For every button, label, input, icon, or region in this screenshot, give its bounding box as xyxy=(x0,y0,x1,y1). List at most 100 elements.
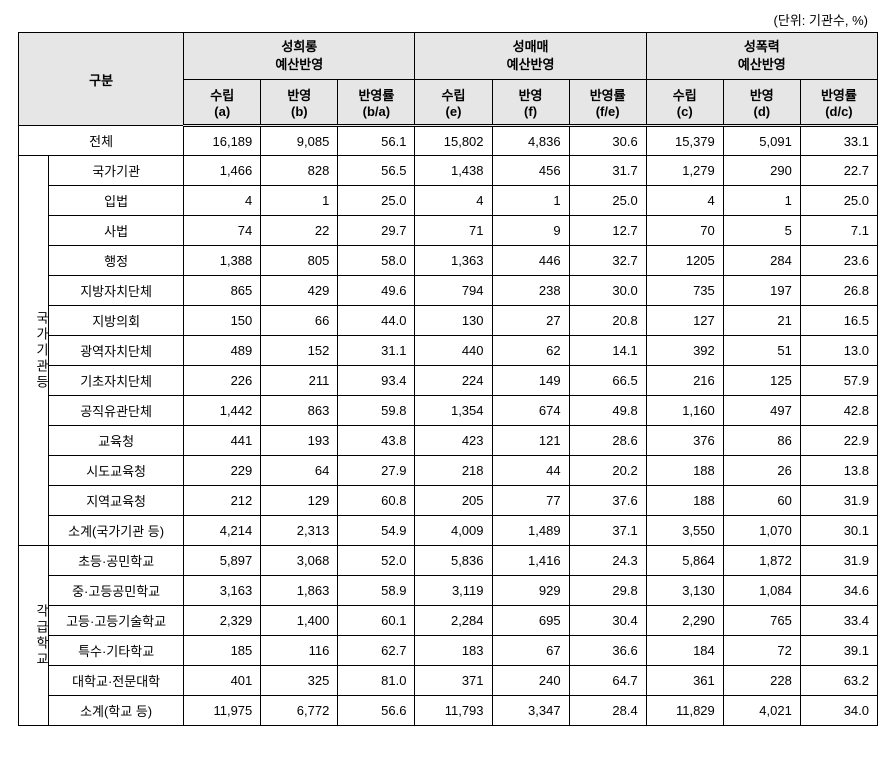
cell: 828 xyxy=(261,156,338,186)
unit-label: (단위: 기관수, %) xyxy=(10,10,886,29)
cell: 3,119 xyxy=(415,576,492,606)
table-row: 중·고등공민학교 3,163 1,863 58.9 3,119 929 29.8… xyxy=(19,576,878,606)
cell: 1,863 xyxy=(261,576,338,606)
cell: 34.0 xyxy=(800,696,877,726)
cell: 218 xyxy=(415,456,492,486)
cell: 58.9 xyxy=(338,576,415,606)
table-row: 입법 4 1 25.0 4 1 25.0 4 1 25.0 xyxy=(19,186,878,216)
row-label: 기초자치단체 xyxy=(49,366,184,396)
cell: 5,836 xyxy=(415,546,492,576)
cell: 81.0 xyxy=(338,666,415,696)
cell: 3,068 xyxy=(261,546,338,576)
cell: 37.6 xyxy=(569,486,646,516)
header-category: 구분 xyxy=(19,33,184,126)
cell: 26 xyxy=(723,456,800,486)
cell: 23.6 xyxy=(800,246,877,276)
table-row: 고등·고등기술학교 2,329 1,400 60.1 2,284 695 30.… xyxy=(19,606,878,636)
cell: 127 xyxy=(646,306,723,336)
cell: 392 xyxy=(646,336,723,366)
cell: 152 xyxy=(261,336,338,366)
cell: 229 xyxy=(184,456,261,486)
side-label-govt: 국가기관등 xyxy=(19,156,49,546)
row-label: 국가기관 xyxy=(49,156,184,186)
cell: 1,070 xyxy=(723,516,800,546)
cell: 1 xyxy=(723,186,800,216)
cell: 86 xyxy=(723,426,800,456)
cell: 49.8 xyxy=(569,396,646,426)
cell: 25.0 xyxy=(569,186,646,216)
cell: 224 xyxy=(415,366,492,396)
table-row: 특수·기타학교 185 116 62.7 183 67 36.6 184 72 … xyxy=(19,636,878,666)
cell: 423 xyxy=(415,426,492,456)
cell: 25.0 xyxy=(338,186,415,216)
cell: 184 xyxy=(646,636,723,666)
cell: 1,416 xyxy=(492,546,569,576)
row-label: 시도교육청 xyxy=(49,456,184,486)
table-row: 기초자치단체 226 211 93.4 224 149 66.5 216 125… xyxy=(19,366,878,396)
cell: 3,163 xyxy=(184,576,261,606)
cell: 929 xyxy=(492,576,569,606)
cell: 22.7 xyxy=(800,156,877,186)
cell: 12.7 xyxy=(569,216,646,246)
cell: 74 xyxy=(184,216,261,246)
cell: 57.9 xyxy=(800,366,877,396)
cell: 1,279 xyxy=(646,156,723,186)
cell: 22.9 xyxy=(800,426,877,456)
cell: 60.1 xyxy=(338,606,415,636)
cell: 60 xyxy=(723,486,800,516)
cell: 20.2 xyxy=(569,456,646,486)
cell: 29.7 xyxy=(338,216,415,246)
cell: 31.1 xyxy=(338,336,415,366)
cell: 4,214 xyxy=(184,516,261,546)
cell: 28.4 xyxy=(569,696,646,726)
cell: 11,793 xyxy=(415,696,492,726)
cell: 54.9 xyxy=(338,516,415,546)
cell: 13.0 xyxy=(800,336,877,366)
row-label: 고등·고등기술학교 xyxy=(49,606,184,636)
cell: 446 xyxy=(492,246,569,276)
cell: 5 xyxy=(723,216,800,246)
cell: 6,772 xyxy=(261,696,338,726)
subheader-c3c: 반영률(d/c) xyxy=(800,80,877,126)
subheader-c1a: 수립(a) xyxy=(184,80,261,126)
data-table: 구분 성희롱예산반영 성매매예산반영 성폭력예산반영 수립(a) 반영(b) 반… xyxy=(18,32,878,726)
row-label: 교육청 xyxy=(49,426,184,456)
cell: 72 xyxy=(723,636,800,666)
table-row: 국가기관등 국가기관 1,466 828 56.5 1,438 456 31.7… xyxy=(19,156,878,186)
cell: 30.6 xyxy=(569,126,646,156)
cell: 240 xyxy=(492,666,569,696)
cell: 1,160 xyxy=(646,396,723,426)
cell: 4,009 xyxy=(415,516,492,546)
row-label: 대학교·전문대학 xyxy=(49,666,184,696)
row-label: 행정 xyxy=(49,246,184,276)
table-row: 소계(학교 등) 11,975 6,772 56.6 11,793 3,347 … xyxy=(19,696,878,726)
cell: 62.7 xyxy=(338,636,415,666)
cell: 805 xyxy=(261,246,338,276)
cell: 2,284 xyxy=(415,606,492,636)
cell: 33.1 xyxy=(800,126,877,156)
subheader-c1c: 반영률(b/a) xyxy=(338,80,415,126)
cell: 64.7 xyxy=(569,666,646,696)
cell: 1,438 xyxy=(415,156,492,186)
cell: 20.8 xyxy=(569,306,646,336)
subheader-c2a: 수립(e) xyxy=(415,80,492,126)
cell: 765 xyxy=(723,606,800,636)
cell: 34.6 xyxy=(800,576,877,606)
cell: 30.1 xyxy=(800,516,877,546)
cell: 63.2 xyxy=(800,666,877,696)
table-row: 광역자치단체 489 152 31.1 440 62 14.1 392 51 1… xyxy=(19,336,878,366)
cell: 9,085 xyxy=(261,126,338,156)
cell: 71 xyxy=(415,216,492,246)
cell: 1,442 xyxy=(184,396,261,426)
cell: 56.5 xyxy=(338,156,415,186)
cell: 497 xyxy=(723,396,800,426)
row-label: 초등·공민학교 xyxy=(49,546,184,576)
cell: 31.7 xyxy=(569,156,646,186)
cell: 77 xyxy=(492,486,569,516)
cell: 2,329 xyxy=(184,606,261,636)
cell: 361 xyxy=(646,666,723,696)
cell: 1,400 xyxy=(261,606,338,636)
cell: 36.6 xyxy=(569,636,646,666)
cell: 1 xyxy=(492,186,569,216)
cell: 401 xyxy=(184,666,261,696)
